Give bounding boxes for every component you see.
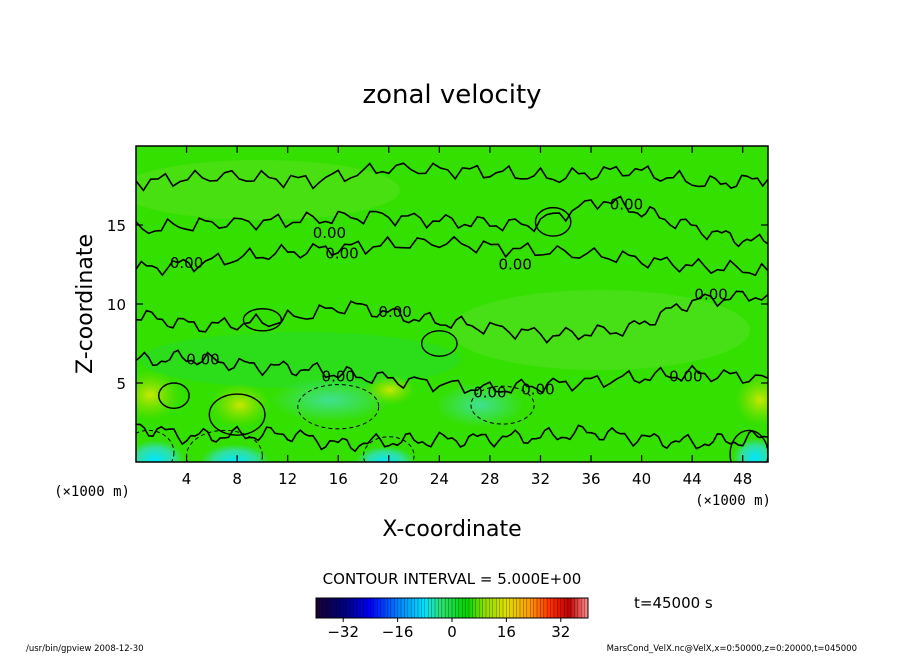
x-unit-label-left: (×1000 m) xyxy=(54,484,130,500)
contour-interval: CONTOUR INTERVAL = 5.000E+00 xyxy=(323,570,582,588)
contour-label: 0.00 xyxy=(521,380,554,398)
contour-label: 0.00 xyxy=(322,368,355,386)
contour-label: 0.00 xyxy=(669,368,702,386)
x-axis-label: X-coordinate xyxy=(382,517,521,542)
x-tick-label: 16 xyxy=(329,470,348,488)
contour-loop xyxy=(208,393,266,436)
colorbar-tick-label: −32 xyxy=(327,623,359,641)
x-tick-label: 48 xyxy=(733,470,752,488)
y-tick-label: 10 xyxy=(107,296,126,314)
contour-label: 0.00 xyxy=(610,195,643,213)
y-axis-label: Z-coordinate xyxy=(73,234,98,374)
contour-loop xyxy=(242,308,283,332)
x-axis: 4 8 12 16 20 24 28 32 36 40 44 48 xyxy=(182,146,752,488)
colorbar: −32 −16 0 16 32 xyxy=(315,597,589,641)
contour-loop xyxy=(534,206,572,237)
footer-program: /usr/bin/gpview 2008-12-30 xyxy=(26,644,144,654)
contour-loop-negative xyxy=(470,385,535,425)
field-patch xyxy=(735,375,768,425)
y-axis: 5 10 15 xyxy=(107,217,768,393)
contour-line xyxy=(136,290,768,344)
contour-label: 0.00 xyxy=(313,224,346,242)
field-patch xyxy=(200,444,270,462)
y-tick-label: 15 xyxy=(107,217,126,235)
contour-label: 0.00 xyxy=(170,254,203,272)
field-patch xyxy=(136,440,185,462)
colorbar-stripes xyxy=(315,598,589,618)
x-tick-label: 32 xyxy=(531,470,550,488)
contour-label: 0.00 xyxy=(378,303,411,321)
contour-line xyxy=(136,349,768,395)
x-tick-label: 28 xyxy=(480,470,499,488)
x-tick-label: 4 xyxy=(182,470,192,488)
colorbar-tick-label: −16 xyxy=(382,623,414,641)
field-patch xyxy=(136,160,400,220)
colorbar-tick-label: 16 xyxy=(497,623,516,641)
field-patch xyxy=(140,332,460,388)
x-tick-label: 20 xyxy=(379,470,398,488)
contour-loop-negative xyxy=(297,384,380,430)
field-patch xyxy=(450,290,750,370)
field-patch xyxy=(270,378,390,422)
contour-label: 0.00 xyxy=(325,244,358,262)
colorbar-tick-label: 0 xyxy=(447,623,457,641)
field-patch xyxy=(365,375,415,405)
plot-field: 0.00 0.00 0.00 0.00 0.00 0.00 0.00 0.00 0.00 0.00… xyxy=(136,146,768,462)
contour-loop-negative xyxy=(363,436,415,462)
x-tick-label: 12 xyxy=(278,470,297,488)
contour-line xyxy=(136,235,768,277)
contour-line xyxy=(136,162,768,192)
colorbar-ticks: −32 −16 0 16 32 xyxy=(327,618,570,641)
y-tick-label: 5 xyxy=(116,375,126,393)
chart-title: zonal velocity xyxy=(362,80,541,110)
field-patch xyxy=(733,438,768,462)
x-tick-label: 8 xyxy=(232,470,242,488)
colorbar-tick-label: 32 xyxy=(551,623,570,641)
contour-line xyxy=(136,195,768,248)
field-patch xyxy=(435,383,525,427)
contour-labels: 0.00 0.00 0.00 0.00 0.00 0.00 0.00 0.00 0.00 0.00… xyxy=(170,195,728,401)
x-tick-label: 24 xyxy=(430,470,449,488)
time-label: t=45000 s xyxy=(634,594,713,612)
x-unit-label-right: (×1000 m) xyxy=(695,493,771,509)
contour-lines xyxy=(136,162,768,462)
footer-source: MarsCond_VelX.nc@VelX,x=0:50000,z=0:2000… xyxy=(607,644,857,654)
x-tick-label: 44 xyxy=(683,470,702,488)
contour-label: 0.00 xyxy=(498,256,531,274)
contour-loop xyxy=(420,330,458,357)
x-tick-label: 36 xyxy=(581,470,600,488)
contour-loop-negative xyxy=(136,429,175,462)
field-patch xyxy=(355,446,415,462)
contour-line xyxy=(136,423,768,453)
x-tick-label: 40 xyxy=(632,470,651,488)
contour-loop xyxy=(158,382,190,409)
contour-label: 0.00 xyxy=(694,286,727,304)
field-patch xyxy=(136,370,180,420)
field-patch xyxy=(210,383,270,427)
contour-label: 0.00 xyxy=(473,383,506,401)
contour-label: 0.00 xyxy=(186,350,219,368)
